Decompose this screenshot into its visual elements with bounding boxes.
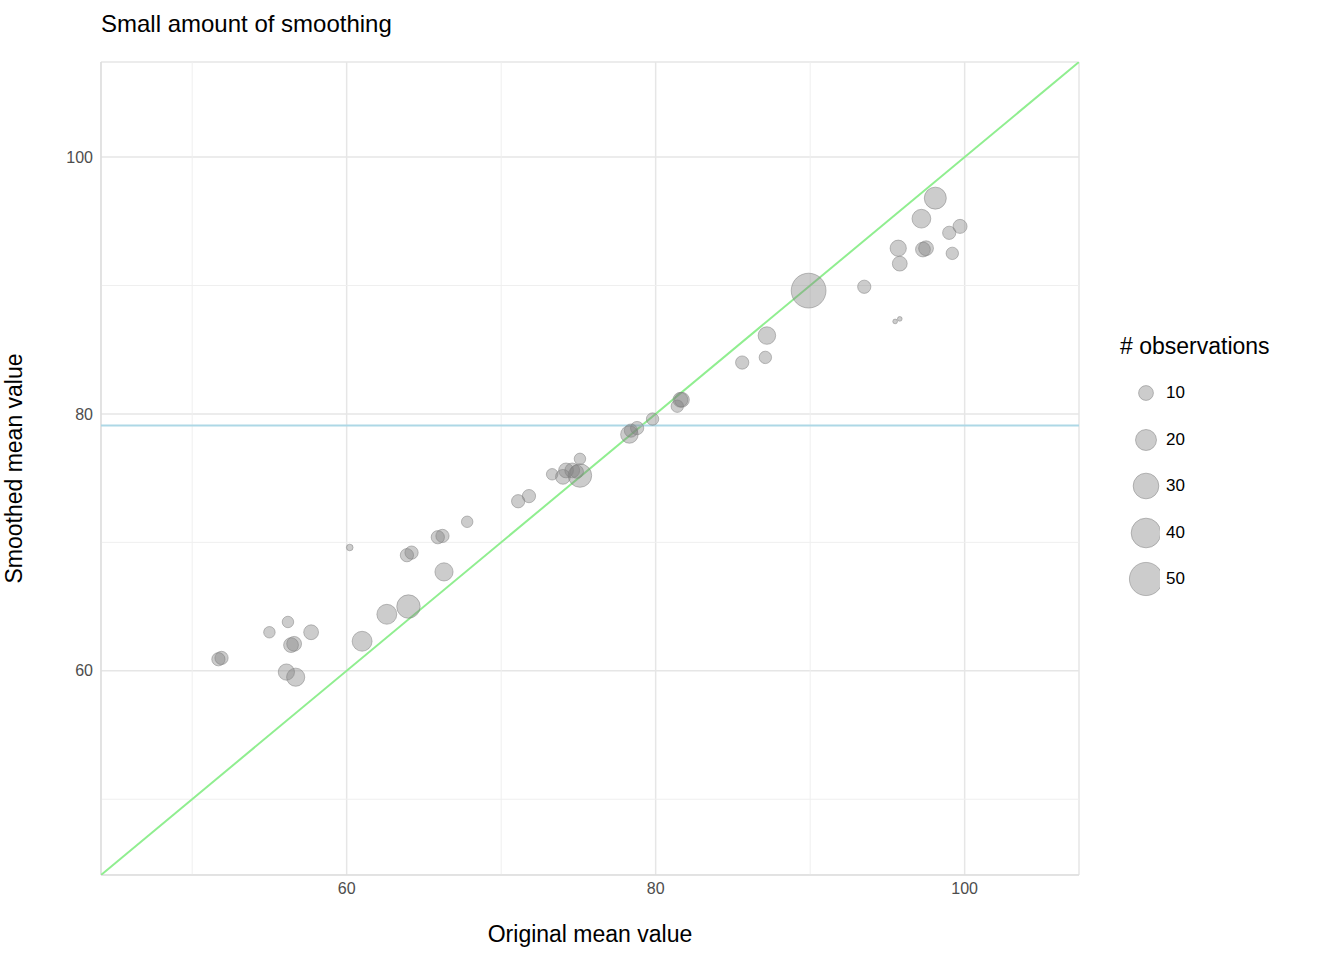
svg-text:Original mean value: Original mean value: [488, 921, 693, 947]
html-text:30: 30: [1166, 476, 1185, 496]
svg-text:60: 60: [338, 880, 356, 897]
svg-text:80: 80: [647, 880, 665, 897]
html-text:40: 40: [1166, 522, 1185, 542]
html-text:10: 10: [1166, 383, 1185, 403]
svg-text:100: 100: [951, 880, 978, 897]
html-text:20: 20: [1166, 429, 1185, 449]
svg-text:60: 60: [75, 662, 93, 679]
html-text:# observations: # observations: [1120, 333, 1270, 359]
svg-text:80: 80: [75, 406, 93, 423]
html-text:Small amount of smoothing: Small amount of smoothing: [101, 10, 392, 37]
svg-text:100: 100: [66, 149, 93, 166]
svg-text:Smoothed mean value: Smoothed mean value: [8, 353, 27, 583]
html-text:50: 50: [1166, 569, 1185, 589]
